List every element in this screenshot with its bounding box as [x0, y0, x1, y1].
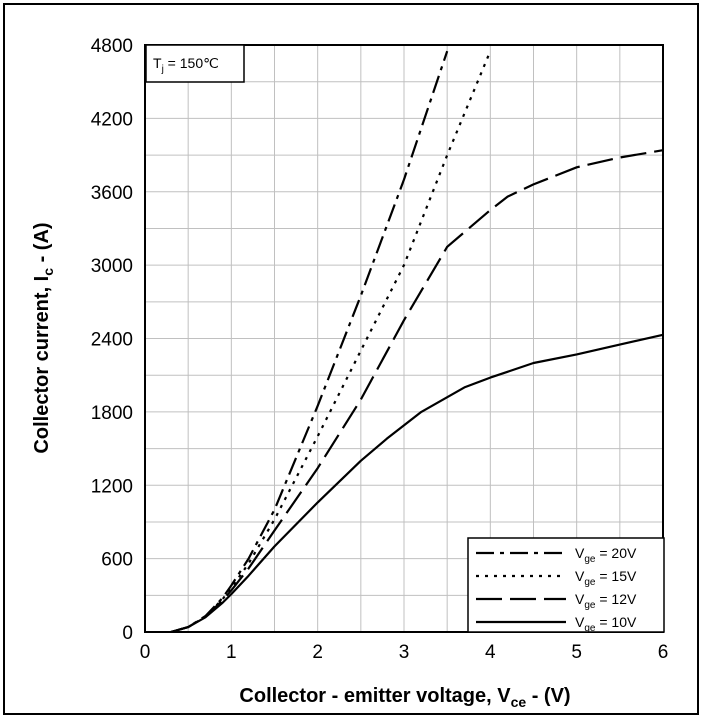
y-tick-label: 1200 [91, 476, 133, 497]
annotation-box [145, 44, 245, 83]
y-tick-label: 4200 [91, 109, 133, 130]
legend-label: Vge = 15V [575, 568, 637, 588]
y-tick-label: 3000 [91, 256, 133, 277]
legend-label: Vge = 20V [575, 545, 637, 565]
legend: Vge = 20V Vge = 15V Vge = 12V Vge = 10V [467, 537, 665, 634]
x-tick-label: 3 [399, 642, 410, 663]
plot-border [144, 44, 664, 633]
series-curves [170, 50, 664, 634]
x-tick-label: 0 [140, 642, 151, 663]
tick-labels: 0 1 2 3 4 5 6 0 600 1200 1800 2400 3000 3600 4200 4800 [91, 36, 669, 663]
series-line-3 [170, 149, 664, 634]
y-tick-label: 600 [101, 550, 133, 571]
series-line-1 [170, 50, 449, 634]
y-tick-label: 2400 [91, 330, 133, 351]
x-tick-label: 6 [658, 642, 669, 663]
legend-label: Vge = 10V [575, 614, 637, 634]
y-axis-title: Collector current, Ic - (A) [31, 222, 56, 453]
chart-frame [3, 3, 699, 715]
legend-label: Vge = 12V [575, 591, 637, 611]
x-tick-label: 2 [312, 642, 323, 663]
series-line-4 [170, 333, 664, 634]
temperature-annotation: Tj = 150℃ [145, 44, 245, 83]
x-tick-label: 4 [485, 642, 496, 663]
y-tick-label: 0 [122, 623, 133, 644]
y-tick-label: 4800 [91, 36, 133, 57]
x-axis-title: Collector - emitter voltage, Vce - (V) [239, 685, 570, 710]
y-tick-label: 3600 [91, 183, 133, 204]
y-tick-label: 1800 [91, 403, 133, 424]
x-tick-label: 5 [571, 642, 582, 663]
x-tick-label: 1 [226, 642, 237, 663]
annotation-text: Tj = 150℃ [153, 55, 219, 75]
